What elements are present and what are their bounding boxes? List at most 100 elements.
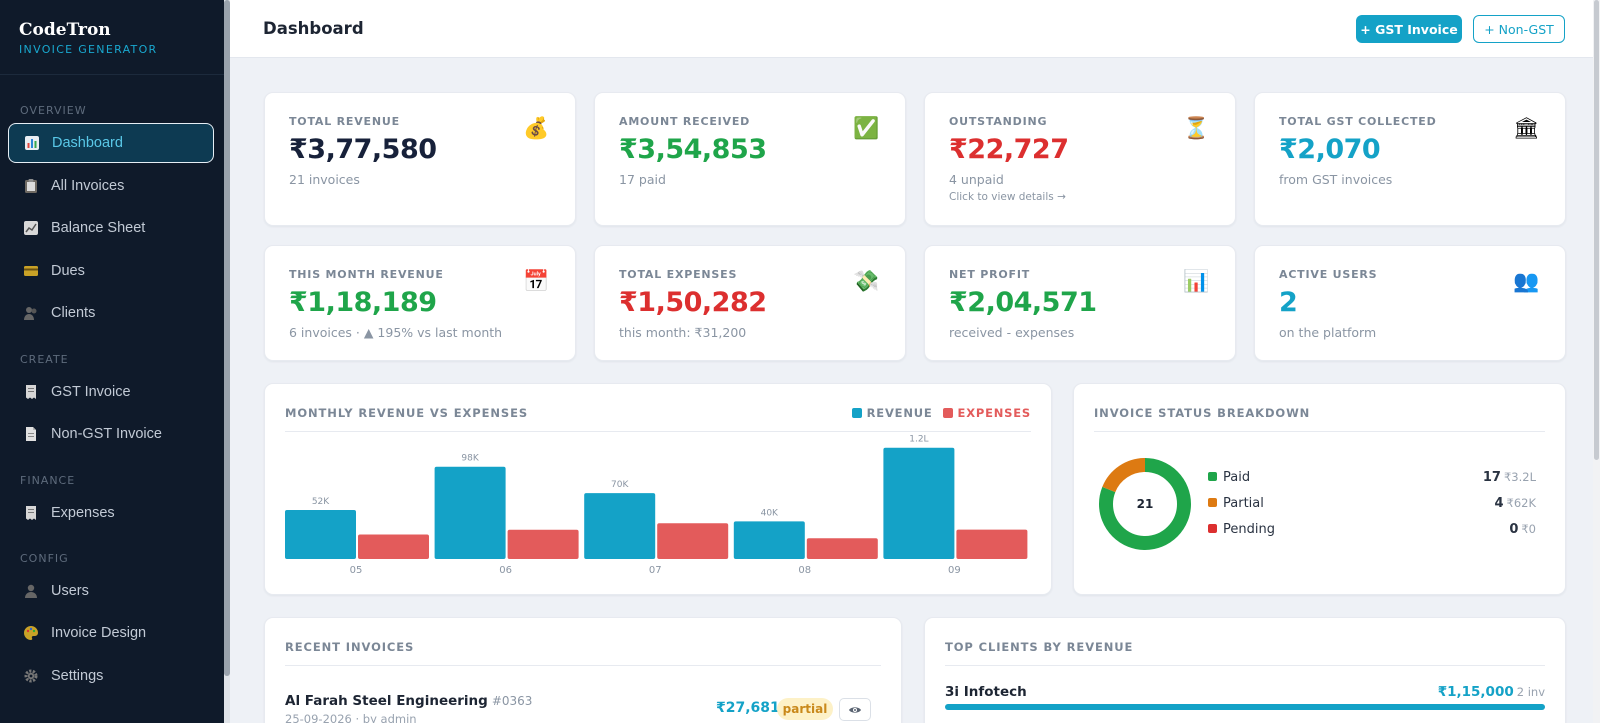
client-revenue-bar (945, 704, 1545, 710)
paid-swatch (1208, 472, 1217, 481)
user-icon (23, 583, 39, 599)
check-box-icon: ✅ (853, 116, 880, 140)
status-amount: ₹0 (1521, 522, 1536, 536)
bar-revenue-08 (733, 521, 805, 559)
stat-card-total-revenue: TOTAL REVENUE ₹3,77,580 21 invoices 💰 (264, 92, 576, 226)
partial-swatch (1208, 498, 1217, 507)
sidebar-item-label: Clients (51, 305, 96, 321)
sidebar-item-expenses[interactable]: Expenses (8, 493, 214, 533)
sidebar: CodeTron INVOICE GENERATOR OVERVIEW Dash… (0, 0, 224, 723)
page-scrollbar[interactable] (1593, 0, 1600, 723)
people-icon (23, 305, 39, 321)
stat-subtext: from GST invoices (1279, 172, 1393, 187)
bar-revenue-09 (883, 447, 955, 559)
stat-value: ₹22,727 (949, 134, 1069, 165)
sidebar-item-label: Expenses (51, 505, 115, 521)
receipt-icon (23, 384, 39, 400)
stat-label: TOTAL GST COLLECTED (1279, 115, 1437, 128)
invoice-status-card: INVOICE STATUS BREAKDOWN 21 Paid 17 ₹3.2L… (1073, 383, 1566, 595)
bar-expenses-06 (507, 529, 579, 559)
stat-value: ₹3,77,580 (289, 134, 437, 165)
stat-card-total-expenses: TOTAL EXPENSES ₹1,50,282 this month: ₹31… (594, 245, 906, 361)
sidebar-item-label: Invoice Design (51, 625, 147, 641)
stat-label: AMOUNT RECEIVED (619, 115, 751, 128)
sidebar-item-balance-sheet[interactable]: Balance Sheet (8, 208, 214, 248)
x-tick-label: 07 (649, 565, 662, 576)
revenue-expenses-chart-card: MONTHLY REVENUE VS EXPENSES REVENUE EXPE… (264, 383, 1052, 595)
users-icon: 👥 (1513, 269, 1540, 293)
brand-subtitle: INVOICE GENERATOR (19, 43, 158, 56)
bar-chart-icon (24, 135, 40, 151)
brand-name: CodeTron (19, 20, 111, 40)
x-tick-label: 09 (948, 565, 961, 576)
client-revenue: ₹1,15,000 2 inv (1437, 684, 1545, 700)
invoice-amount: ₹27,681 (716, 700, 780, 716)
sidebar-item-label: Settings (51, 668, 104, 684)
recent-invoices-title: RECENT INVOICES (285, 640, 415, 654)
stat-subtext: this month: ₹31,200 (619, 325, 747, 340)
sidebar-item-clients[interactable]: Clients (8, 293, 214, 333)
document-icon (23, 426, 39, 442)
data-label: 40K (761, 508, 779, 518)
receipt-icon (23, 505, 39, 521)
stat-card-outstanding[interactable]: OUTSTANDING ₹22,727 4 unpaid Click to vi… (924, 92, 1236, 226)
top-clients-card: TOP CLIENTS BY REVENUE 3i Infotech ₹1,15… (924, 617, 1566, 723)
stat-value: ₹1,50,282 (619, 287, 767, 318)
money-wings-icon: 💸 (853, 269, 880, 293)
recent-invoices-card: RECENT INVOICES Al Farah Steel Engineeri… (264, 617, 902, 723)
data-label: 98K (461, 454, 479, 464)
stat-card-this-month-revenue: THIS MONTH REVENUE ₹1,18,189 6 invoices … (264, 245, 576, 361)
data-label: 52K (312, 497, 330, 507)
stat-label: TOTAL REVENUE (289, 115, 400, 128)
sidebar-item-settings[interactable]: Settings (8, 656, 214, 696)
bank-icon: 🏛 (1513, 116, 1540, 140)
sidebar-item-gst-invoice[interactable]: GST Invoice (8, 372, 214, 412)
stat-subtext: 21 invoices (289, 172, 360, 187)
chart-title: MONTHLY REVENUE VS EXPENSES (285, 406, 529, 420)
status-name: Pending (1223, 522, 1275, 537)
sidebar-item-label: GST Invoice (51, 384, 131, 400)
sidebar-item-non-gst-invoice[interactable]: Non-GST Invoice (8, 414, 214, 454)
stat-value: ₹1,18,189 (289, 287, 437, 318)
x-tick-label: 08 (798, 565, 811, 576)
eye-icon (849, 706, 861, 713)
sidebar-item-users[interactable]: Users (8, 571, 214, 611)
line-chart-icon (23, 220, 39, 236)
view-details-link[interactable]: Click to view details → (949, 191, 1066, 203)
section-create: CREATE (20, 353, 69, 366)
status-row-pending: Pending 0 ₹0 (1208, 522, 1536, 537)
sidebar-item-all-invoices[interactable]: All Invoices (8, 166, 214, 206)
status-count: 4 (1494, 496, 1504, 511)
stat-label: NET PROFIT (949, 268, 1031, 281)
stat-card-active-users: ACTIVE USERS 2 on the platform 👥 (1254, 245, 1566, 361)
new-non-gst-invoice-button[interactable]: + Non-GST (1473, 15, 1565, 43)
sidebar-item-dues[interactable]: Dues (8, 251, 214, 291)
gear-icon (23, 668, 39, 684)
slice-partial (1099, 458, 1191, 550)
chart-legend: REVENUE EXPENSES (851, 406, 1031, 420)
bar-chart: 52K 05 98K 06 70K 07 40K 08 1.2L 09 (285, 435, 1028, 576)
stat-label: OUTSTANDING (949, 115, 1048, 128)
status-donut-chart: 21 (1099, 458, 1191, 550)
stat-label: ACTIVE USERS (1279, 268, 1378, 281)
bar-expenses-05 (358, 534, 429, 559)
sidebar-item-invoice-design[interactable]: Invoice Design (8, 613, 214, 653)
status-count: 17 (1482, 470, 1501, 485)
data-label: 1.2L (909, 435, 928, 445)
sidebar-item-dashboard[interactable]: Dashboard (8, 123, 214, 163)
status-badge: partial (777, 698, 833, 720)
bar-chart-icon: 📊 (1183, 269, 1210, 293)
legend-expenses: EXPENSES (942, 406, 1031, 420)
bar-expenses-08 (806, 538, 878, 559)
donut-center-label: 21 (1137, 497, 1154, 511)
sidebar-scrollbar[interactable] (224, 0, 230, 723)
stat-label: TOTAL EXPENSES (619, 268, 738, 281)
palette-icon (23, 625, 39, 641)
top-clients-title: TOP CLIENTS BY REVENUE (945, 640, 1134, 654)
stat-subtext: 6 invoices · ▲ 195% vs last month (289, 325, 503, 340)
sidebar-item-label: Non-GST Invoice (51, 426, 162, 442)
view-invoice-button[interactable] (839, 698, 871, 721)
new-gst-invoice-button[interactable]: + GST Invoice (1356, 15, 1462, 43)
stat-card-amount-received: AMOUNT RECEIVED ₹3,54,853 17 paid ✅ (594, 92, 906, 226)
x-tick-label: 05 (350, 565, 363, 576)
